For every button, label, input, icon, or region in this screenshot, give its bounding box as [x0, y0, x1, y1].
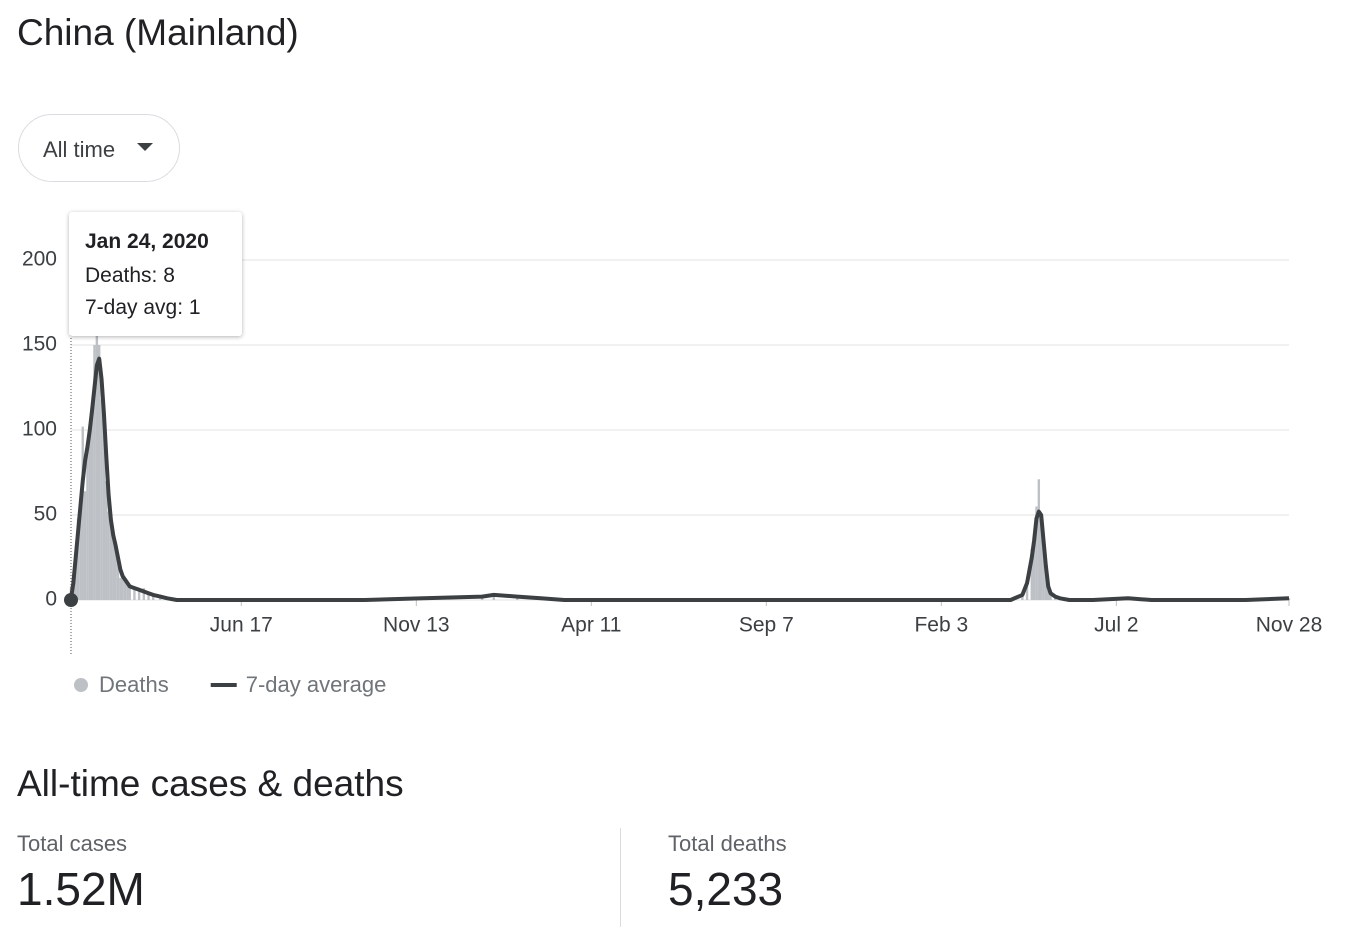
bar: [79, 511, 82, 600]
bar: [112, 540, 115, 600]
bar: [128, 588, 131, 600]
bar: [105, 481, 108, 600]
bar: [95, 328, 99, 600]
tooltip-title: Jan 24, 2020: [85, 230, 209, 253]
dropdown-arrow: [137, 143, 153, 151]
bar: [1039, 518, 1043, 600]
divider: [620, 828, 621, 927]
x-tick-label: Jun 17: [210, 614, 273, 637]
bar: [137, 591, 141, 600]
legend-label: 7-day average: [246, 672, 387, 697]
bar: [123, 581, 127, 600]
line: [69, 356, 1290, 602]
legend-label: Deaths: [99, 672, 169, 697]
bar: [1044, 574, 1048, 600]
stat-value: 5,233: [668, 863, 784, 915]
section-title: All-time cases & deaths: [17, 763, 404, 804]
x-tick-label: Feb 3: [914, 614, 968, 637]
bar: [126, 583, 129, 600]
bar: [133, 586, 136, 600]
bar: [1042, 549, 1045, 600]
bar: [1035, 506, 1038, 600]
bar: [1032, 535, 1036, 600]
tooltip-line: Deaths: 8: [85, 264, 175, 287]
x-tick-label: Nov 13: [383, 614, 450, 637]
x-tick-label: Nov 28: [1256, 614, 1323, 637]
bar: [109, 520, 113, 600]
y-tick-label: 200: [22, 248, 57, 271]
bar: [1030, 549, 1033, 600]
bar: [97, 345, 101, 600]
bar: [81, 426, 84, 600]
time-filter-label: All time: [43, 137, 116, 162]
x-tick-label: Sep 7: [739, 614, 794, 637]
bar: [152, 594, 155, 600]
bar: [147, 593, 150, 600]
page-title: China (Mainland): [17, 12, 299, 53]
bar: [102, 421, 106, 600]
bar: [88, 435, 91, 600]
bar: [86, 450, 89, 600]
time-filter[interactable]: All time: [18, 114, 180, 182]
y-tick-label: 150: [22, 333, 57, 356]
stat-label: Total cases: [17, 831, 128, 856]
legend-marker: [74, 678, 88, 692]
bar: [83, 491, 87, 600]
bar: [107, 511, 110, 600]
bar: [1047, 589, 1050, 600]
y-tick-label: 100: [22, 418, 57, 441]
y-tick-label: 50: [34, 503, 57, 526]
bar: [1049, 594, 1052, 600]
bar: [116, 562, 120, 600]
stat-label: Total deaths: [668, 831, 787, 856]
bar: [114, 549, 117, 600]
x-tick-label: Jul 2: [1094, 614, 1138, 637]
bar: [121, 574, 124, 600]
y-tick-label: 0: [45, 588, 57, 611]
tooltip: Jan 24, 2020 Deaths: 8 7-day avg: 1: [69, 212, 242, 336]
bar: [1037, 479, 1041, 600]
hover-point: [64, 593, 78, 607]
bar: [90, 416, 94, 600]
bar: [76, 518, 80, 600]
bar: [142, 588, 146, 600]
tooltip-line: 7-day avg: 1: [85, 296, 201, 319]
stat-value: 1.52M: [17, 863, 145, 915]
bar: [1025, 579, 1029, 600]
bar: [119, 577, 122, 600]
bar: [100, 399, 103, 600]
bar: [93, 345, 96, 600]
x-tick-label: Apr 11: [561, 614, 621, 637]
